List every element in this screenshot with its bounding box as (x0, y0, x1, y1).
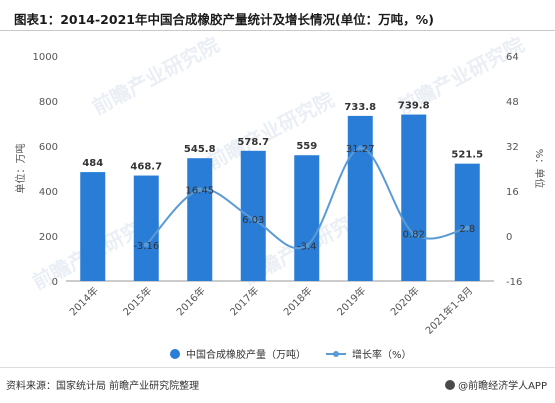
bar-value-label: 578.7 (237, 137, 269, 148)
title-divider (0, 30, 555, 31)
y-right-axis-title: %：单位 (533, 149, 546, 189)
growth-value-label: 16.45 (185, 186, 214, 197)
footer-divider (0, 367, 555, 368)
bar-value-label: 521.5 (451, 150, 483, 161)
legend-bar-swatch (170, 349, 180, 359)
bar-value-label: 739.8 (398, 101, 430, 112)
bar (294, 155, 320, 281)
bar (347, 115, 373, 282)
growth-point (357, 145, 363, 151)
chart-title: 图表1：2014-2021年中国合成橡胶产量统计及增长情况(单位：万吨，%) (14, 12, 434, 27)
growth-value-label: 2.8 (459, 224, 475, 235)
growth-point (464, 225, 470, 231)
legend-bar-label: 中国合成橡胶产量（万吨） (186, 348, 306, 361)
x-tick-label: 2016年 (174, 284, 208, 318)
bar-value-label: 545.8 (184, 144, 216, 155)
brand-label: @前瞻经济学人APP (458, 381, 547, 392)
y-left-tick-label: 600 (39, 142, 58, 153)
bar (240, 150, 266, 281)
growth-value-label: -3.4 (297, 242, 317, 253)
x-tick-label: 2019年 (334, 284, 368, 318)
bar-value-label: 559 (296, 141, 317, 152)
growth-value-label: 31.27 (346, 144, 375, 155)
y-left-tick-label: 200 (39, 232, 58, 243)
y-right-tick-label: 64 (506, 52, 519, 63)
y-right-tick-label: 16 (506, 187, 519, 198)
legend-line-label: 增长率（%） (352, 348, 412, 361)
y-left-tick-label: 800 (39, 97, 58, 108)
y-left-axis-title: 单位：万吨 (14, 144, 27, 194)
growth-value-label: 6.03 (242, 215, 264, 226)
x-tick-label: 2021年1-8月 (422, 284, 475, 337)
bar (454, 163, 480, 281)
growth-value-label: 0.82 (403, 230, 425, 241)
growth-point (304, 243, 310, 249)
growth-point (197, 187, 203, 193)
bar (187, 158, 213, 281)
bar-value-label: 484 (82, 158, 103, 169)
source-note: 资料来源：国家统计局 前瞻产业研究院整理 (6, 381, 200, 392)
bar (133, 175, 159, 281)
y-left-tick-label: 1000 (33, 52, 58, 63)
y-right-tick-label: -16 (506, 277, 522, 288)
brand-credit: @前瞻经济学人APP (445, 377, 547, 392)
y-right-tick-label: 32 (506, 142, 519, 153)
bar-value-label: 468.7 (130, 162, 162, 173)
y-left-tick-label: 0 (52, 277, 58, 288)
growth-point (143, 242, 149, 248)
brand-logo-icon (445, 380, 456, 390)
bar (401, 114, 427, 281)
bar (80, 172, 106, 281)
growth-point (411, 231, 417, 237)
x-tick-label: 2014年 (67, 284, 101, 318)
y-right-tick-label: 0 (506, 232, 512, 243)
y-right-tick-label: 48 (506, 97, 519, 108)
y-left-tick-label: 400 (39, 187, 58, 198)
legend-line-marker (333, 351, 339, 357)
x-tick-label: 2017年 (227, 284, 261, 318)
growth-point (250, 216, 256, 222)
growth-value-label: -3.16 (133, 241, 159, 252)
x-tick-label: 2015年 (120, 284, 154, 318)
x-tick-label: 2020年 (388, 284, 422, 318)
x-tick-label: 2018年 (281, 284, 315, 318)
bar-value-label: 733.8 (344, 102, 376, 113)
